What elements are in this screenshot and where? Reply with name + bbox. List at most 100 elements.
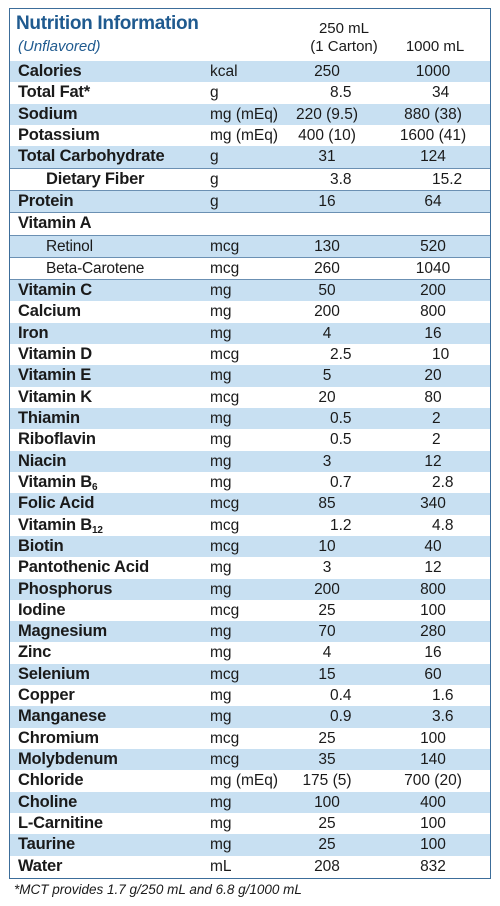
value-1000ml: 200 [420,282,446,300]
nutrient-unit: g [210,84,219,102]
nutrient-name: Vitamin B12 [18,515,103,536]
nutrient-name-text: Vitamin B [18,472,92,491]
value-250ml: 5 [322,367,332,385]
nutrient-name: Beta-Carotene [46,258,144,279]
table-row: Retinol mcg 130 520 [10,234,490,257]
table-row: Calories kcal 250 1000 [10,61,490,83]
nutrient-name: Total Fat* [18,82,90,103]
nutrient-subscript: 6 [92,481,98,493]
nutrient-name: Calcium [18,301,81,322]
nutrient-unit: mcg [210,665,240,683]
nutrient-name-text: Iron [18,323,49,342]
table-row: Biotin mcg 10 40 [10,535,490,558]
nutrient-name: Pantothenic Acid [18,557,149,578]
nutrient-name: Chloride [18,770,84,791]
value-1000ml: 700 (20) [404,772,462,790]
value-250ml: 25 [318,814,336,832]
nutrient-name: Zinc [18,642,51,663]
value-250ml: 130 [314,237,340,255]
value-1000ml: 800 [420,303,446,321]
nutrition-panel [9,8,491,879]
nutrient-unit: mg [210,431,232,449]
nutrient-unit: mg [210,623,232,641]
column-header-250ml-line2: (1 Carton) [310,38,378,55]
value-250ml: 1.2 [330,516,352,534]
nutrient-name-text: Choline [18,792,78,811]
nutrient-name-text: Vitamin D [18,345,92,364]
value-1000ml: 16 [424,324,442,342]
nutrient-unit: mcg [210,601,240,619]
table-row: Zinc mg 4 16 [10,642,490,663]
nutrient-unit: mg (mEq) [210,105,279,123]
nutrient-name-text: Retinol [46,237,93,255]
nutrient-name: Manganese [18,706,106,727]
table-row: Calcium mg 200 800 [10,301,490,322]
value-1000ml: 16 [424,644,442,662]
nutrient-name: Iron [18,323,49,344]
nutrient-name-text: Pantothenic Acid [18,558,149,577]
nutrient-name-text: Zinc [18,643,52,662]
nutrient-unit: mg [210,687,232,705]
nutrient-unit: mg [210,473,232,491]
value-1000ml: 100 [420,601,446,619]
table-row: Choline mg 100 400 [10,791,490,813]
nutrient-name-text: Vitamin K [18,387,92,406]
table-row: Riboflavin mg 0.5 2 [10,429,490,450]
table-row: Vitamin B12 mcg 1.2 4.8 [10,515,490,536]
table-row: L-Carnitine mg 25 100 [10,813,490,834]
nutrient-unit: mcg [210,537,240,555]
value-1000ml: 60 [424,665,442,683]
nutrient-name: Dietary Fiber [46,169,144,190]
value-1000ml: 40 [424,537,442,555]
value-250ml: 400 (10) [298,126,356,144]
nutrient-unit: mg [210,559,232,577]
table-row: Total Carbohydrate g 31 124 [10,146,490,168]
table-row: Copper mg 0.4 1.6 [10,685,490,706]
nutrient-name-text: Calories [18,62,82,80]
table-row: Vitamin D mcg 2.5 10 [10,344,490,365]
table-row: Magnesium mg 70 280 [10,621,490,643]
nutrient-unit: g [210,170,219,188]
table-row: Vitamin E mg 5 20 [10,365,490,387]
nutrient-unit: mg [210,367,232,385]
value-1000ml: 100 [420,814,446,832]
column-header-250ml-line1: 250 mL [318,20,370,37]
value-1000ml: 12 [424,452,442,470]
value-250ml: 85 [318,495,336,513]
nutrient-unit: mg [210,836,232,854]
value-250ml: 4 [322,644,332,662]
nutrient-name: Riboflavin [18,429,96,450]
value-1000ml: 280 [420,623,446,641]
table-row: Niacin mg 3 12 [10,450,490,472]
table-row: Manganese mg 0.9 3.6 [10,706,490,728]
value-250ml: 100 [314,793,340,811]
nutrient-name-text: Magnesium [18,622,107,641]
nutrient-name: Vitamin A [18,213,92,234]
value-1000ml: 12 [424,559,442,577]
nutrient-name: Iodine [18,600,66,621]
value-1000ml: 15.2 [432,170,463,188]
nutrient-unit: mg [210,644,232,662]
nutrient-name-text: Copper [18,686,75,705]
value-250ml: 0.7 [330,473,352,491]
table-row: Molybdenum mcg 35 140 [10,749,490,771]
nutrient-name: Retinol [46,236,93,257]
table-row: Water mL 208 832 [10,856,490,877]
nutrient-unit: mg [210,324,232,342]
value-1000ml: 2.8 [432,473,454,491]
table-row: Protein g 16 64 [10,189,490,213]
nutrient-unit: kcal [210,63,238,80]
table-row: Dietary Fiber g 3.8 15.2 [10,167,490,190]
value-250ml: 3 [322,559,332,577]
nutrient-unit: g [210,148,219,166]
nutrient-name: Sodium [18,104,78,125]
value-1000ml: 340 [420,495,446,513]
table-row: Total Fat* g 8.5 34 [10,82,490,103]
column-header-1000ml: 1000 mL [405,38,465,55]
table-row: Vitamin K mcg 20 80 [10,387,490,408]
table-row: Selenium mcg 15 60 [10,663,490,686]
nutrient-unit: mg [210,793,232,811]
nutrient-unit: mg [210,814,232,832]
nutrient-name: Magnesium [18,621,107,642]
table-row: Vitamin B6 mg 0.7 2.8 [10,472,490,493]
